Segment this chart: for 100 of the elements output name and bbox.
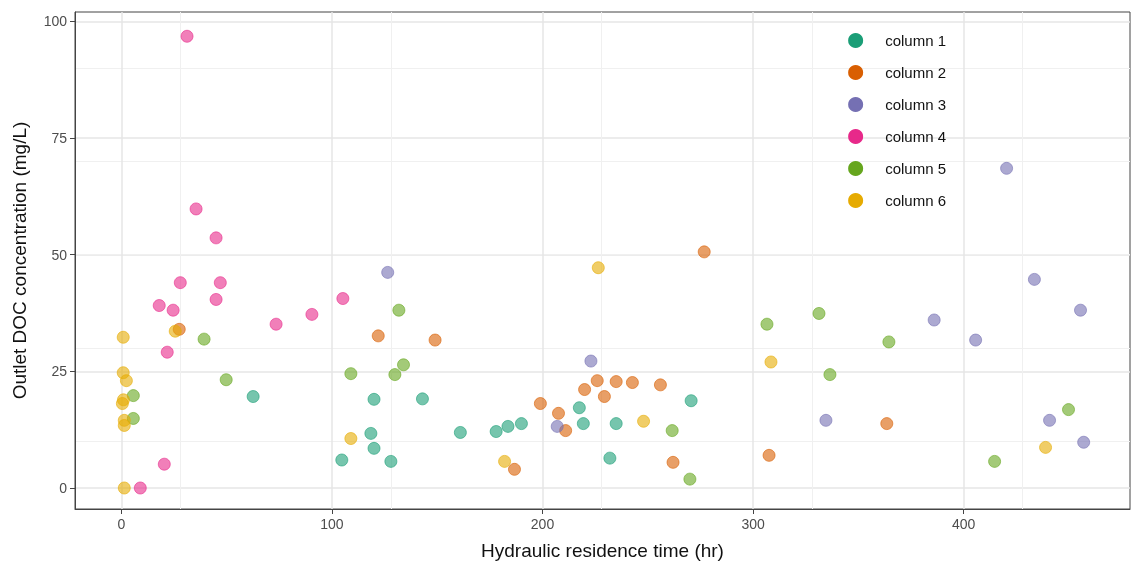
point	[684, 394, 698, 408]
point	[552, 406, 565, 420]
point	[584, 354, 598, 368]
point	[371, 329, 385, 343]
point	[597, 390, 611, 404]
point	[1077, 435, 1091, 449]
point	[603, 451, 617, 465]
point	[152, 299, 166, 313]
legend-label: column 5	[885, 160, 947, 177]
point	[988, 454, 1002, 468]
x-tick-label: 200	[530, 516, 555, 532]
legend-label: column 1	[885, 32, 947, 49]
point	[880, 417, 894, 431]
point	[119, 374, 133, 388]
point	[637, 414, 651, 428]
point	[1000, 161, 1014, 175]
point	[335, 453, 349, 467]
point	[969, 333, 983, 347]
point	[572, 401, 586, 415]
point	[367, 441, 381, 455]
x-tick-label: 0	[117, 516, 126, 532]
point	[683, 472, 697, 486]
point	[609, 417, 623, 431]
point	[501, 419, 515, 433]
point	[397, 358, 410, 372]
point	[609, 375, 623, 389]
point	[819, 413, 833, 427]
y-axis-title: Outlet DOC concentration (mg/L)	[9, 121, 30, 400]
point	[1062, 403, 1076, 417]
point	[1074, 303, 1088, 317]
point	[415, 392, 429, 406]
point	[197, 332, 211, 346]
point	[653, 378, 667, 392]
point	[453, 425, 467, 439]
point	[576, 417, 590, 431]
y-tick-label: 50	[51, 246, 68, 263]
point	[381, 265, 395, 279]
point	[246, 390, 260, 404]
point	[762, 448, 776, 462]
point	[344, 432, 358, 446]
point	[364, 426, 378, 440]
point	[336, 292, 350, 306]
point	[219, 373, 233, 387]
point	[213, 276, 227, 290]
point	[590, 374, 604, 388]
point	[428, 333, 442, 347]
legend-label: column 2	[885, 64, 947, 81]
point	[823, 368, 837, 382]
point	[344, 367, 358, 381]
point	[1039, 440, 1053, 454]
point	[115, 397, 129, 411]
point	[209, 231, 223, 245]
point	[665, 424, 679, 438]
y-tick-label: 75	[51, 130, 68, 146]
point	[550, 419, 564, 433]
point	[764, 355, 778, 369]
point	[392, 303, 406, 317]
y-tick-label: 0	[59, 480, 68, 496]
point	[189, 202, 203, 216]
point	[812, 306, 826, 320]
x-tick-label: 400	[951, 516, 976, 532]
point	[209, 292, 223, 306]
point	[117, 418, 131, 432]
point	[269, 317, 283, 331]
point	[533, 397, 547, 411]
point	[157, 457, 171, 471]
point	[760, 317, 774, 331]
point	[489, 425, 503, 439]
point	[514, 417, 528, 431]
point	[625, 376, 639, 390]
point	[666, 455, 680, 469]
point	[507, 462, 521, 476]
x-axis-title: Hydraulic residence time (hr)	[481, 540, 724, 561]
point	[168, 324, 182, 338]
x-tick-label: 100	[320, 516, 344, 532]
point	[697, 245, 711, 259]
y-tick-label: 25	[51, 363, 68, 380]
point	[133, 481, 147, 495]
point	[160, 345, 174, 359]
x-tick-label: 300	[741, 516, 765, 532]
point	[116, 330, 130, 344]
point	[591, 261, 605, 275]
point	[126, 389, 140, 403]
legend-label: column 3	[885, 96, 947, 113]
legend-label: column 6	[885, 192, 947, 209]
point	[578, 383, 592, 397]
point	[388, 368, 402, 382]
point	[882, 335, 896, 349]
point	[384, 454, 398, 468]
point	[180, 29, 194, 43]
point	[1043, 413, 1057, 427]
point	[1027, 272, 1041, 286]
point	[166, 303, 180, 317]
point	[498, 454, 512, 468]
point	[173, 276, 187, 290]
legend-label: column 4	[885, 128, 947, 145]
point	[927, 313, 941, 327]
point	[367, 392, 381, 406]
y-tick-label: 100	[43, 13, 68, 30]
point	[305, 307, 319, 321]
